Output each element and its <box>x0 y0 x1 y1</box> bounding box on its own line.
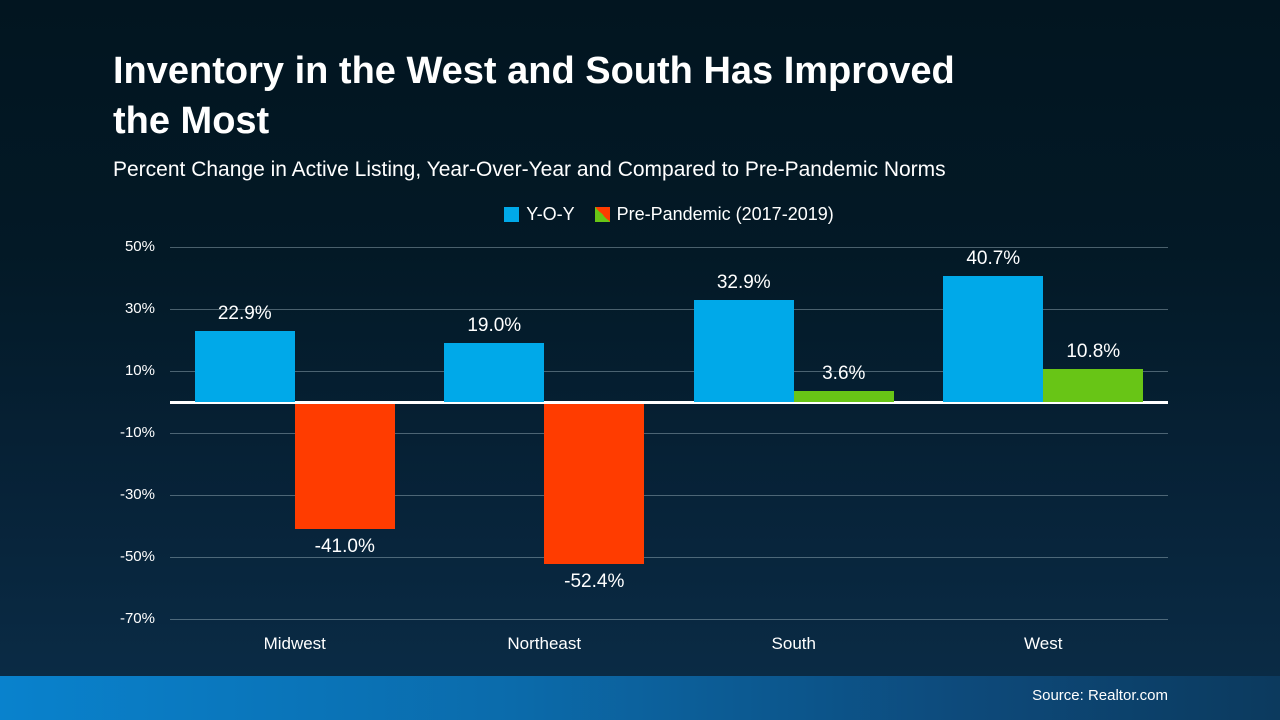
legend-item-yoy: Y-O-Y <box>504 203 575 225</box>
chart-subtitle: Percent Change in Active Listing, Year-O… <box>113 158 946 181</box>
y-axis-tick-label: 30% <box>124 300 155 317</box>
chart-title: Inventory in the West and South Has Impr… <box>113 46 1163 146</box>
bar-value-label: 40.7% <box>966 247 1021 269</box>
legend-label-yoy: Y-O-Y <box>526 203 575 224</box>
bar-value-label: -52.4% <box>564 571 625 593</box>
bar-value-label: 10.8% <box>1066 340 1121 362</box>
gridline--30% <box>170 494 1168 496</box>
plot-area: 50% 30% 10% -10% -30% -50% -70% Midwest 22.9% -41… <box>120 238 1168 653</box>
bar-value-label: 22.9% <box>217 303 272 324</box>
y-axis-tick-label: -10% <box>119 424 155 441</box>
bar-value-label: 3.6% <box>822 362 866 384</box>
bar-value-label: 32.9% <box>716 272 771 293</box>
y-axis-tick-label: -30% <box>119 486 155 503</box>
y-axis-tick-label: -70% <box>119 610 155 627</box>
bar-value-label: -41.0% <box>314 536 375 558</box>
gridline--50% <box>170 556 1168 558</box>
bar-south-yoy <box>693 300 794 402</box>
chart-title-line1: Inventory in the West and South Has Impr… <box>113 50 955 92</box>
gridline-30% <box>170 308 1168 310</box>
bar-midwest-yoy <box>194 331 295 402</box>
legend-label-prepandemic: Pre-Pandemic (2017-2019) <box>616 203 834 224</box>
bar-northeast-yoy <box>444 343 545 402</box>
zero-baseline <box>170 400 1168 404</box>
gridline-50% <box>170 246 1168 248</box>
gridline--70% <box>170 618 1168 620</box>
x-axis-category-label: West <box>1024 634 1063 653</box>
legend: Y-O-Y Pre-Pandemic (2017-2019) <box>170 201 1168 227</box>
y-axis-tick-label: -50% <box>119 548 155 565</box>
bar-northeast-prepandemic <box>544 403 645 565</box>
bar-midwest-prepandemic <box>294 403 395 530</box>
x-axis-category-label: South <box>771 634 816 653</box>
y-axis-tick-label: 50% <box>124 238 155 255</box>
x-axis-category-label: Midwest <box>263 634 326 653</box>
bar-west-prepandemic <box>1043 368 1144 402</box>
gridline--10% <box>170 432 1168 434</box>
source-attribution: Source: Realtor.com <box>1032 687 1168 704</box>
legend-swatch-yoy-icon <box>504 206 520 222</box>
footer-bar <box>0 676 1280 720</box>
bar-south-prepandemic <box>793 390 894 402</box>
gridline-10% <box>170 370 1168 372</box>
legend-item-prepandemic: Pre-Pandemic (2017-2019) <box>594 203 834 225</box>
bar-west-yoy <box>943 275 1044 402</box>
legend-swatch-prepandemic-icon <box>594 206 610 222</box>
chart-title-line2: the Most <box>113 100 270 142</box>
bar-value-label: 19.0% <box>467 315 522 337</box>
y-axis-tick-label: 10% <box>124 362 155 379</box>
x-axis-category-label: Northeast <box>507 634 582 653</box>
